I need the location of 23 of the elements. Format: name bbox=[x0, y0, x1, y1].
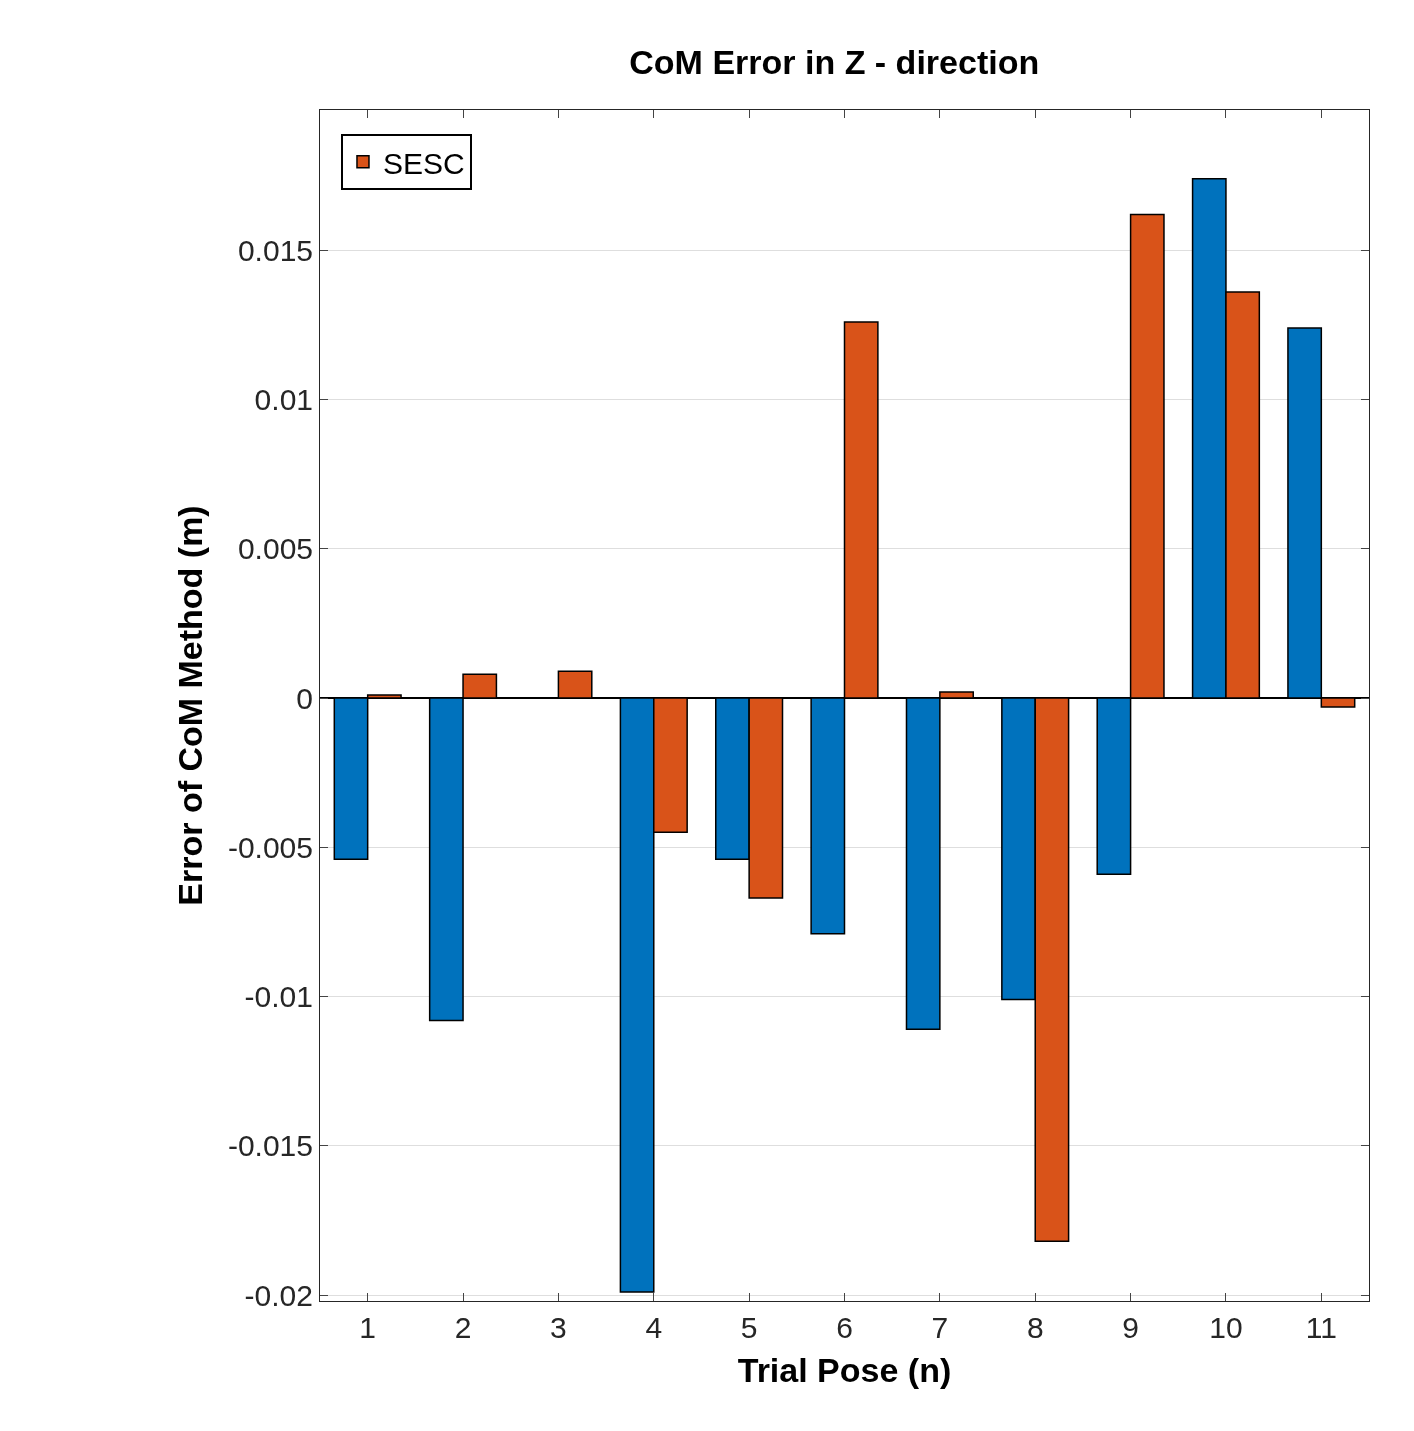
x-tick-label: 2 bbox=[454, 1311, 472, 1344]
y-tick-label: 0.005 bbox=[237, 532, 313, 566]
y-tick-label: -0.01 bbox=[244, 980, 313, 1014]
chart-title: CoM Error in Z - direction bbox=[629, 42, 1040, 81]
y-tick-label: 0.01 bbox=[254, 383, 313, 417]
x-tick-label: 7 bbox=[931, 1311, 949, 1344]
y-tick-label: -0.015 bbox=[227, 1129, 313, 1163]
y-tick-label: -0.005 bbox=[227, 830, 313, 864]
x-tick-label: 11 bbox=[1305, 1311, 1337, 1344]
x-tick-label: 4 bbox=[645, 1311, 663, 1344]
y-axis-title: Error of CoM Method (m) bbox=[170, 505, 209, 906]
x-tick-label: 6 bbox=[836, 1311, 853, 1344]
y-tick-label: 0.015 bbox=[237, 233, 313, 267]
x-tick-label: 1 bbox=[359, 1311, 377, 1344]
x-tick-label: 5 bbox=[740, 1311, 758, 1344]
legend-label: SESC bbox=[382, 146, 465, 180]
x-axis-title: Trial Pose (n) bbox=[737, 1351, 952, 1390]
x-tick-label: 10 bbox=[1209, 1311, 1243, 1344]
x-tick-label: 8 bbox=[1026, 1311, 1044, 1344]
x-tick-label: 3 bbox=[550, 1311, 567, 1344]
y-tick-label: -0.02 bbox=[244, 1278, 313, 1312]
x-tick-label: 9 bbox=[1122, 1311, 1139, 1344]
y-tick-label: 0 bbox=[296, 681, 313, 715]
